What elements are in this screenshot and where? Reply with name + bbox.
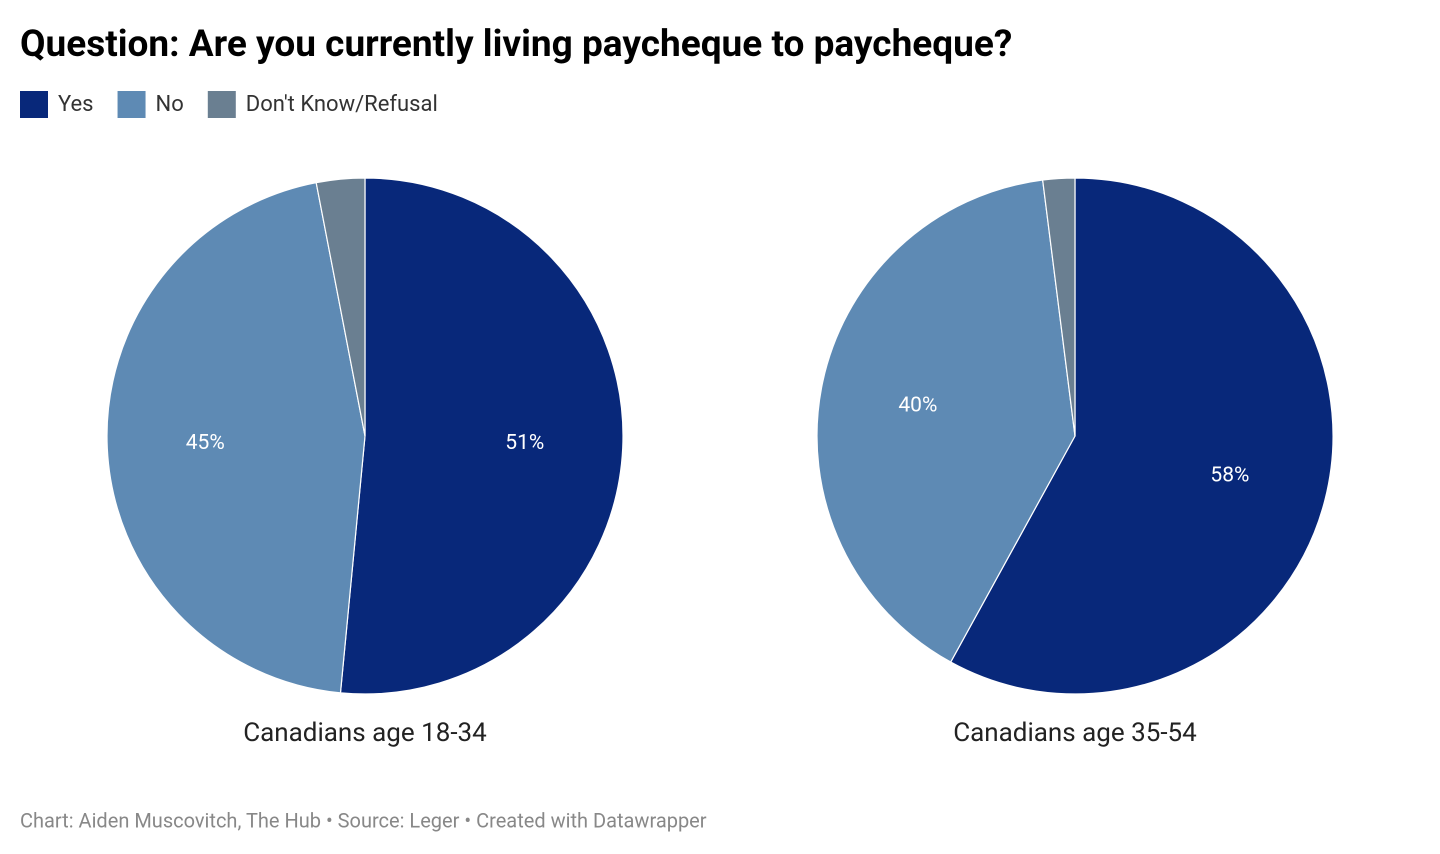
legend-label: Yes [58, 92, 94, 117]
chart-title: Question: Are you currently living paych… [20, 23, 1012, 66]
pie-slice [339, 177, 624, 695]
pie-slice [106, 181, 366, 694]
pie-title: Canadians age 18-34 [243, 718, 487, 748]
legend-swatch [20, 91, 48, 118]
footer: Chart: Aiden Muscovitch, The Hub • Sourc… [20, 808, 707, 832]
legend-swatch [117, 91, 146, 118]
value-label: 40% [898, 394, 937, 418]
pie-slice [816, 179, 1076, 663]
value-label: 51% [505, 431, 544, 455]
value-label: 45% [186, 431, 225, 455]
legend-label: No [156, 92, 184, 117]
value-label: 58% [1210, 463, 1249, 487]
legend-swatch [207, 91, 236, 118]
legend-label: Don't Know/Refusal [246, 92, 438, 117]
pie-title: Canadians age 35-54 [953, 718, 1197, 748]
pie-slice [949, 177, 1334, 695]
pie-slice [1041, 177, 1076, 437]
pie-slice [315, 177, 366, 437]
